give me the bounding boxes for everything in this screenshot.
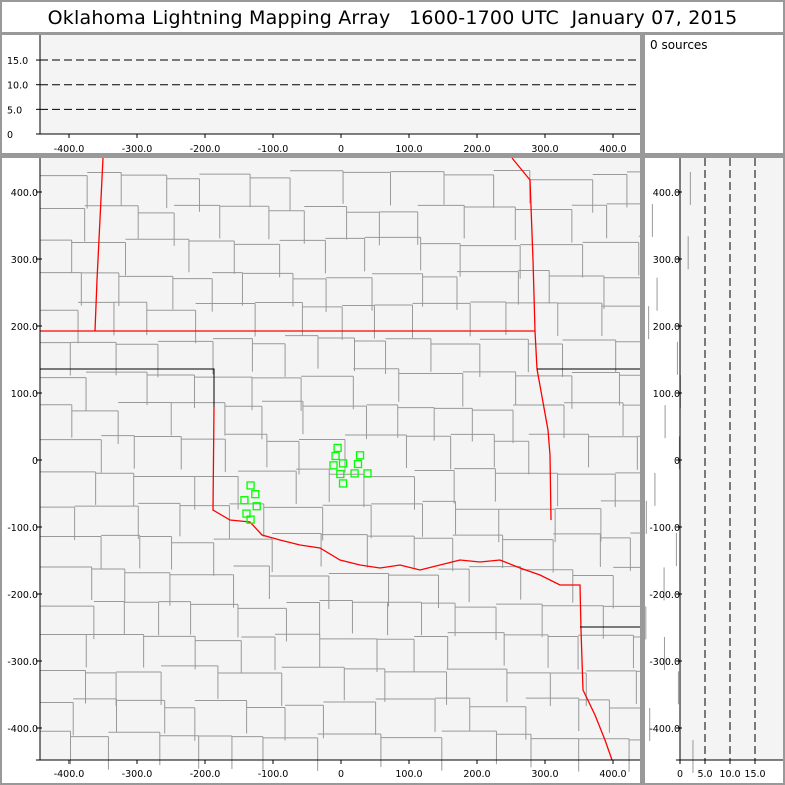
x-tick-label: 300.0 [531, 144, 558, 155]
state-border-red [212, 406, 613, 761]
y-tick-label: 200.0 [11, 322, 38, 333]
y-tick-label: -100.0 [7, 523, 38, 534]
y-tick-label: -100.0 [649, 523, 680, 534]
altitude-y-plot-area [680, 158, 783, 760]
y-tick-label: 300.0 [11, 255, 38, 266]
y-tick-label: -400.0 [7, 724, 38, 735]
station-marker [350, 469, 359, 478]
y-tick-label: 200.0 [653, 322, 680, 333]
station-marker [338, 479, 348, 488]
y-tick-label: 0 [32, 456, 38, 467]
x-tick-label: 15.0 [744, 769, 765, 780]
x-tick-label: -100.0 [258, 144, 289, 155]
station-marker [246, 481, 255, 490]
station-marker [251, 490, 260, 499]
station-marker [355, 451, 365, 460]
chart-title: Oklahoma Lightning Mapping Array 1600-17… [2, 2, 783, 32]
x-tick-label: 200.0 [463, 769, 490, 780]
y-tick-label: -300.0 [7, 657, 38, 668]
y-tick-label: 0 [674, 456, 680, 467]
x-tick-label: 200.0 [463, 144, 490, 155]
state-border-black [40, 368, 215, 407]
x-tick-label: 100.0 [395, 769, 422, 780]
x-tick-label: -200.0 [190, 769, 221, 780]
y-tick-label: 100.0 [11, 389, 38, 400]
x-tick-label: -100.0 [258, 769, 289, 780]
state-border-red [94, 157, 104, 332]
x-tick-label: 300.0 [531, 769, 558, 780]
station-marker [338, 459, 348, 468]
station-marker [333, 443, 342, 453]
x-tick-label: -300.0 [122, 769, 153, 780]
y-tick-label: -400.0 [649, 724, 680, 735]
x-tick-label: -400.0 [54, 144, 85, 155]
y-tick-label: 15.0 [7, 56, 28, 67]
station-marker [336, 469, 345, 479]
station-marker [252, 502, 261, 511]
axes: -400.0 -300.0 -200.0 -100.0 0 100.0 200.0 300.0… [7, 35, 783, 780]
y-tick-label: 100.0 [653, 389, 680, 400]
x-tick-label: 100.0 [395, 144, 422, 155]
station-marker [331, 451, 340, 461]
y-tick-label: 0 [7, 130, 13, 141]
y-tick-label: 5.0 [7, 105, 22, 116]
x-tick-label: -200.0 [190, 144, 221, 155]
y-tick-label: -300.0 [649, 657, 680, 668]
station-marker [363, 469, 372, 478]
y-tick-label: 400.0 [653, 188, 680, 199]
x-tick-label: 0 [338, 144, 344, 155]
state-borders [40, 157, 640, 761]
state-border-red [511, 157, 552, 521]
map-plot-area [40, 158, 640, 760]
y-tick-label: 300.0 [653, 255, 680, 266]
x-tick-label: -400.0 [54, 769, 85, 780]
station-marker [246, 515, 255, 524]
x-tick-label: -300.0 [122, 144, 153, 155]
source-count: 0 sources [650, 38, 708, 52]
x-tick-label: 5.0 [697, 769, 712, 780]
station-marker [329, 461, 338, 470]
stations [240, 443, 372, 524]
y-tick-label: -200.0 [7, 590, 38, 601]
source-count-panel [645, 35, 783, 153]
x-tick-label: 0 [677, 769, 683, 780]
x-tick-label: 0 [338, 769, 344, 780]
x-tick-label: 400.0 [599, 144, 626, 155]
county-lines [40, 170, 694, 773]
station-marker [353, 459, 363, 469]
y-tick-label: 10.0 [7, 81, 28, 92]
x-tick-label: 400.0 [599, 769, 626, 780]
y-tick-label: 400.0 [11, 188, 38, 199]
y-tick-label: -200.0 [649, 590, 680, 601]
station-marker [240, 496, 249, 505]
x-tick-label: 10.0 [719, 769, 740, 780]
